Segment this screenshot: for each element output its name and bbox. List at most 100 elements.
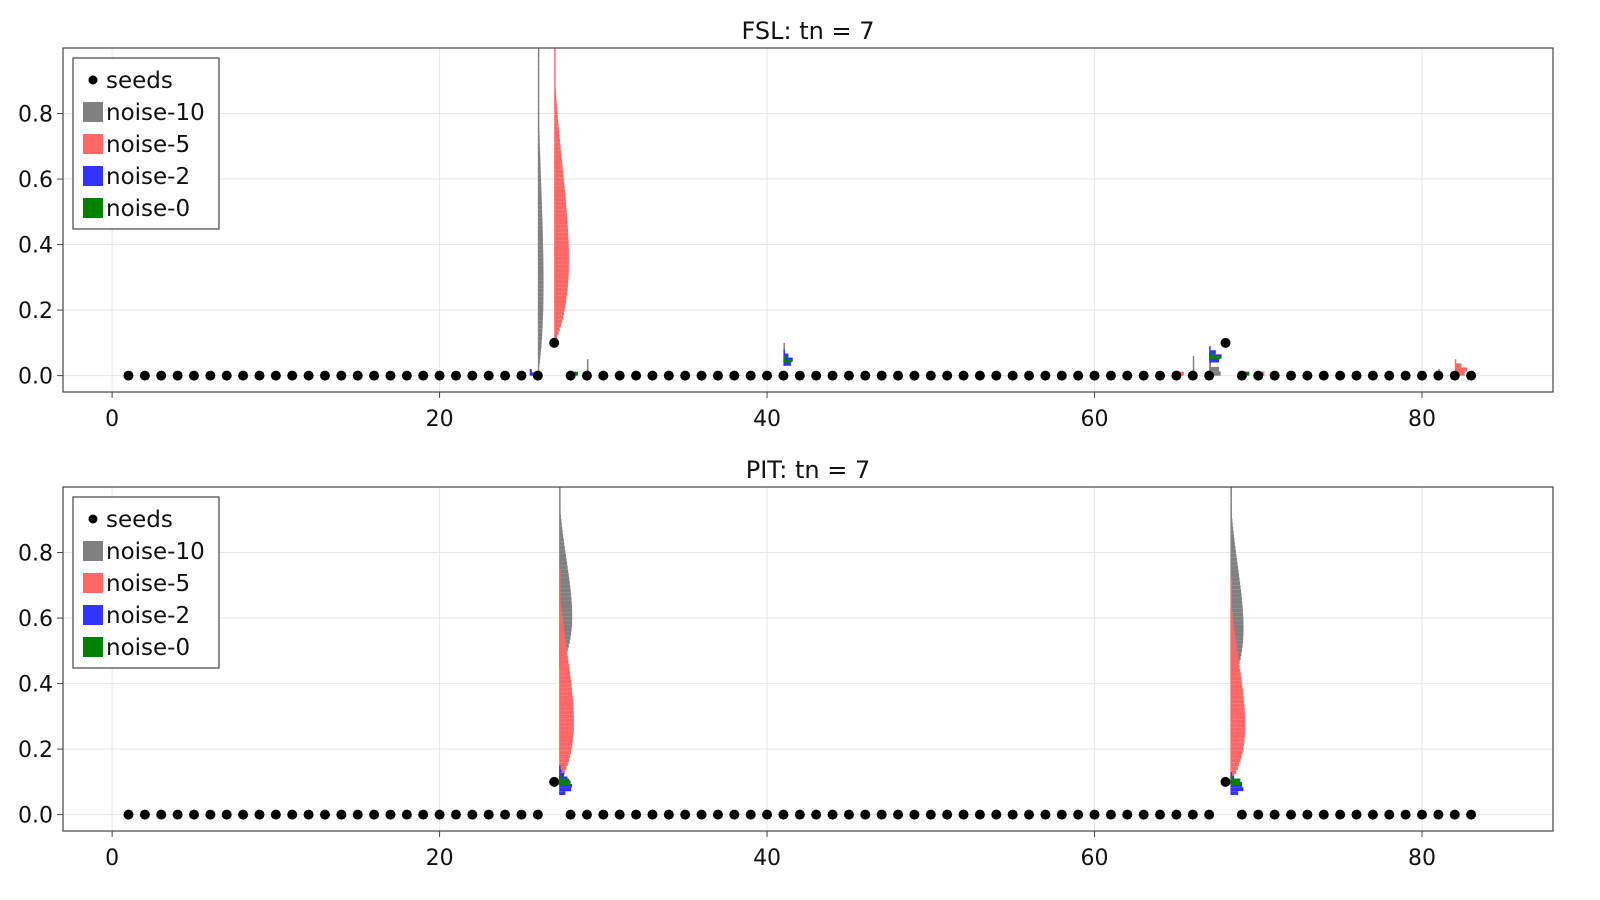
distribution-bin bbox=[537, 225, 543, 230]
seed-point bbox=[663, 809, 674, 820]
seed-point bbox=[1335, 809, 1346, 820]
distribution-bin bbox=[1230, 723, 1246, 728]
plot-frame bbox=[62, 486, 1554, 832]
distribution-bin bbox=[559, 710, 574, 715]
distribution-bin bbox=[559, 584, 561, 589]
seed-point bbox=[1204, 370, 1215, 381]
seed-point bbox=[467, 370, 478, 381]
seed-point bbox=[729, 809, 740, 820]
distribution-bin bbox=[559, 722, 574, 727]
seed-point bbox=[598, 809, 609, 820]
distribution-bin bbox=[537, 300, 544, 305]
distribution-bin bbox=[537, 332, 543, 337]
distribution-bin bbox=[1230, 625, 1235, 630]
seed-point bbox=[1056, 370, 1067, 381]
legend-label: seeds bbox=[106, 507, 173, 533]
seed-point bbox=[794, 370, 805, 381]
distribution-bin bbox=[1192, 367, 1195, 372]
distribution-bin bbox=[559, 572, 561, 577]
distribution-bin bbox=[559, 608, 562, 613]
distribution-bin bbox=[537, 269, 544, 273]
distribution-bin bbox=[554, 114, 558, 119]
distribution-bin bbox=[537, 146, 540, 151]
seed-point bbox=[418, 370, 429, 381]
distribution-bin bbox=[537, 178, 542, 183]
seed-point bbox=[614, 370, 625, 381]
distribution-bin bbox=[537, 162, 541, 167]
distribution-bin bbox=[537, 336, 542, 341]
y-tick-label: 0.0 bbox=[18, 804, 53, 829]
distribution-noise-0 bbox=[1230, 775, 1242, 786]
distribution-bin bbox=[1230, 641, 1237, 646]
distribution-bin bbox=[537, 48, 540, 52]
seed-point bbox=[680, 370, 691, 381]
distribution-bin bbox=[554, 287, 568, 292]
distribution-bin bbox=[559, 787, 572, 792]
seed-point bbox=[1138, 370, 1149, 381]
distribution-bin bbox=[554, 181, 565, 186]
distribution-bin bbox=[537, 87, 540, 92]
distribution-bin bbox=[1230, 770, 1237, 775]
distribution-noise-10 bbox=[1209, 362, 1221, 376]
distribution-bin bbox=[586, 359, 589, 364]
distribution-bin bbox=[1230, 608, 1243, 613]
distribution-bin bbox=[1230, 530, 1234, 535]
distribution-bin bbox=[537, 122, 540, 127]
distribution-bin bbox=[559, 775, 561, 779]
distribution-bin bbox=[559, 620, 573, 625]
seed-point bbox=[1466, 370, 1477, 381]
distribution-bin bbox=[559, 683, 572, 688]
distribution-bin bbox=[559, 624, 564, 629]
distribution-bin bbox=[559, 534, 564, 538]
distribution-bin bbox=[1209, 355, 1221, 360]
distribution-bin bbox=[537, 284, 544, 289]
chart-title: FSL: tn = 7 bbox=[742, 17, 875, 45]
distribution-bin bbox=[537, 249, 544, 254]
distribution-bin bbox=[537, 51, 540, 56]
distribution-bin bbox=[1230, 565, 1239, 570]
x-tick-label: 0 bbox=[105, 407, 119, 432]
distribution-bin bbox=[537, 272, 544, 277]
distribution-bin bbox=[559, 769, 562, 773]
seed-point bbox=[254, 370, 265, 381]
distribution-bin bbox=[554, 162, 563, 166]
distribution-bin bbox=[559, 541, 565, 546]
seed-point bbox=[647, 370, 658, 381]
plot-area bbox=[63, 48, 1553, 392]
seed-point bbox=[205, 809, 216, 820]
distribution-bin bbox=[559, 778, 570, 782]
distribution-bin bbox=[559, 628, 572, 632]
distribution-bin bbox=[554, 244, 569, 249]
distribution-bin bbox=[537, 312, 544, 317]
seed-point bbox=[1302, 370, 1313, 381]
seed-point bbox=[1220, 337, 1231, 348]
distribution-bin bbox=[554, 213, 568, 218]
y-tick-label: 0.4 bbox=[18, 234, 53, 259]
distribution-bin bbox=[554, 91, 557, 96]
distribution-bin bbox=[537, 288, 544, 293]
seed-point bbox=[434, 370, 445, 381]
distribution-bin bbox=[537, 347, 542, 352]
seed-point bbox=[663, 370, 674, 381]
distribution-bin bbox=[1230, 787, 1244, 792]
seed-point bbox=[1433, 370, 1444, 381]
distribution-noise-5 bbox=[1230, 578, 1246, 782]
seed-point bbox=[712, 809, 723, 820]
distribution-bin bbox=[1454, 363, 1462, 368]
distribution-bin bbox=[537, 182, 542, 187]
distribution-bin bbox=[559, 487, 561, 491]
distribution-bin bbox=[559, 549, 566, 554]
distribution-bin bbox=[554, 110, 558, 115]
distribution-bin bbox=[559, 526, 563, 531]
seed-point bbox=[352, 370, 363, 381]
distribution-bin bbox=[559, 592, 561, 597]
legend-marker-swatch bbox=[83, 637, 103, 657]
seed-point bbox=[336, 370, 347, 381]
distribution-bin bbox=[1230, 637, 1236, 642]
distribution-bin bbox=[554, 71, 556, 76]
distribution-bin bbox=[537, 107, 540, 112]
distribution-bin bbox=[559, 726, 574, 731]
distribution-bin bbox=[559, 588, 571, 593]
seed-point bbox=[1269, 809, 1280, 820]
